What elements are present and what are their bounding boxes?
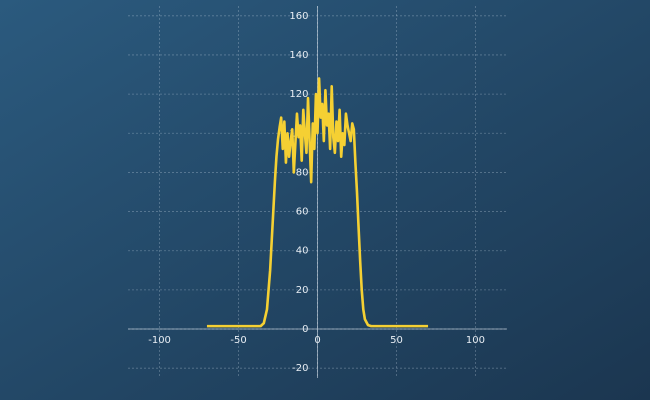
y-tick-label: 20 xyxy=(296,285,309,296)
y-tick-label: 140 xyxy=(289,50,308,61)
y-tick-label: 160 xyxy=(289,11,308,22)
data-line xyxy=(206,77,429,328)
x-tick-label: 100 xyxy=(466,335,485,346)
y-tick-label: 60 xyxy=(296,207,309,218)
x-tick-label: -100 xyxy=(148,335,171,346)
y-tick-label: 40 xyxy=(296,246,309,257)
x-tick-label: 50 xyxy=(390,335,403,346)
x-tick-label: -50 xyxy=(230,335,246,346)
y-tick-label: 80 xyxy=(296,167,309,178)
y-tick-label: -20 xyxy=(292,363,308,374)
y-tick-label: 120 xyxy=(289,89,308,100)
